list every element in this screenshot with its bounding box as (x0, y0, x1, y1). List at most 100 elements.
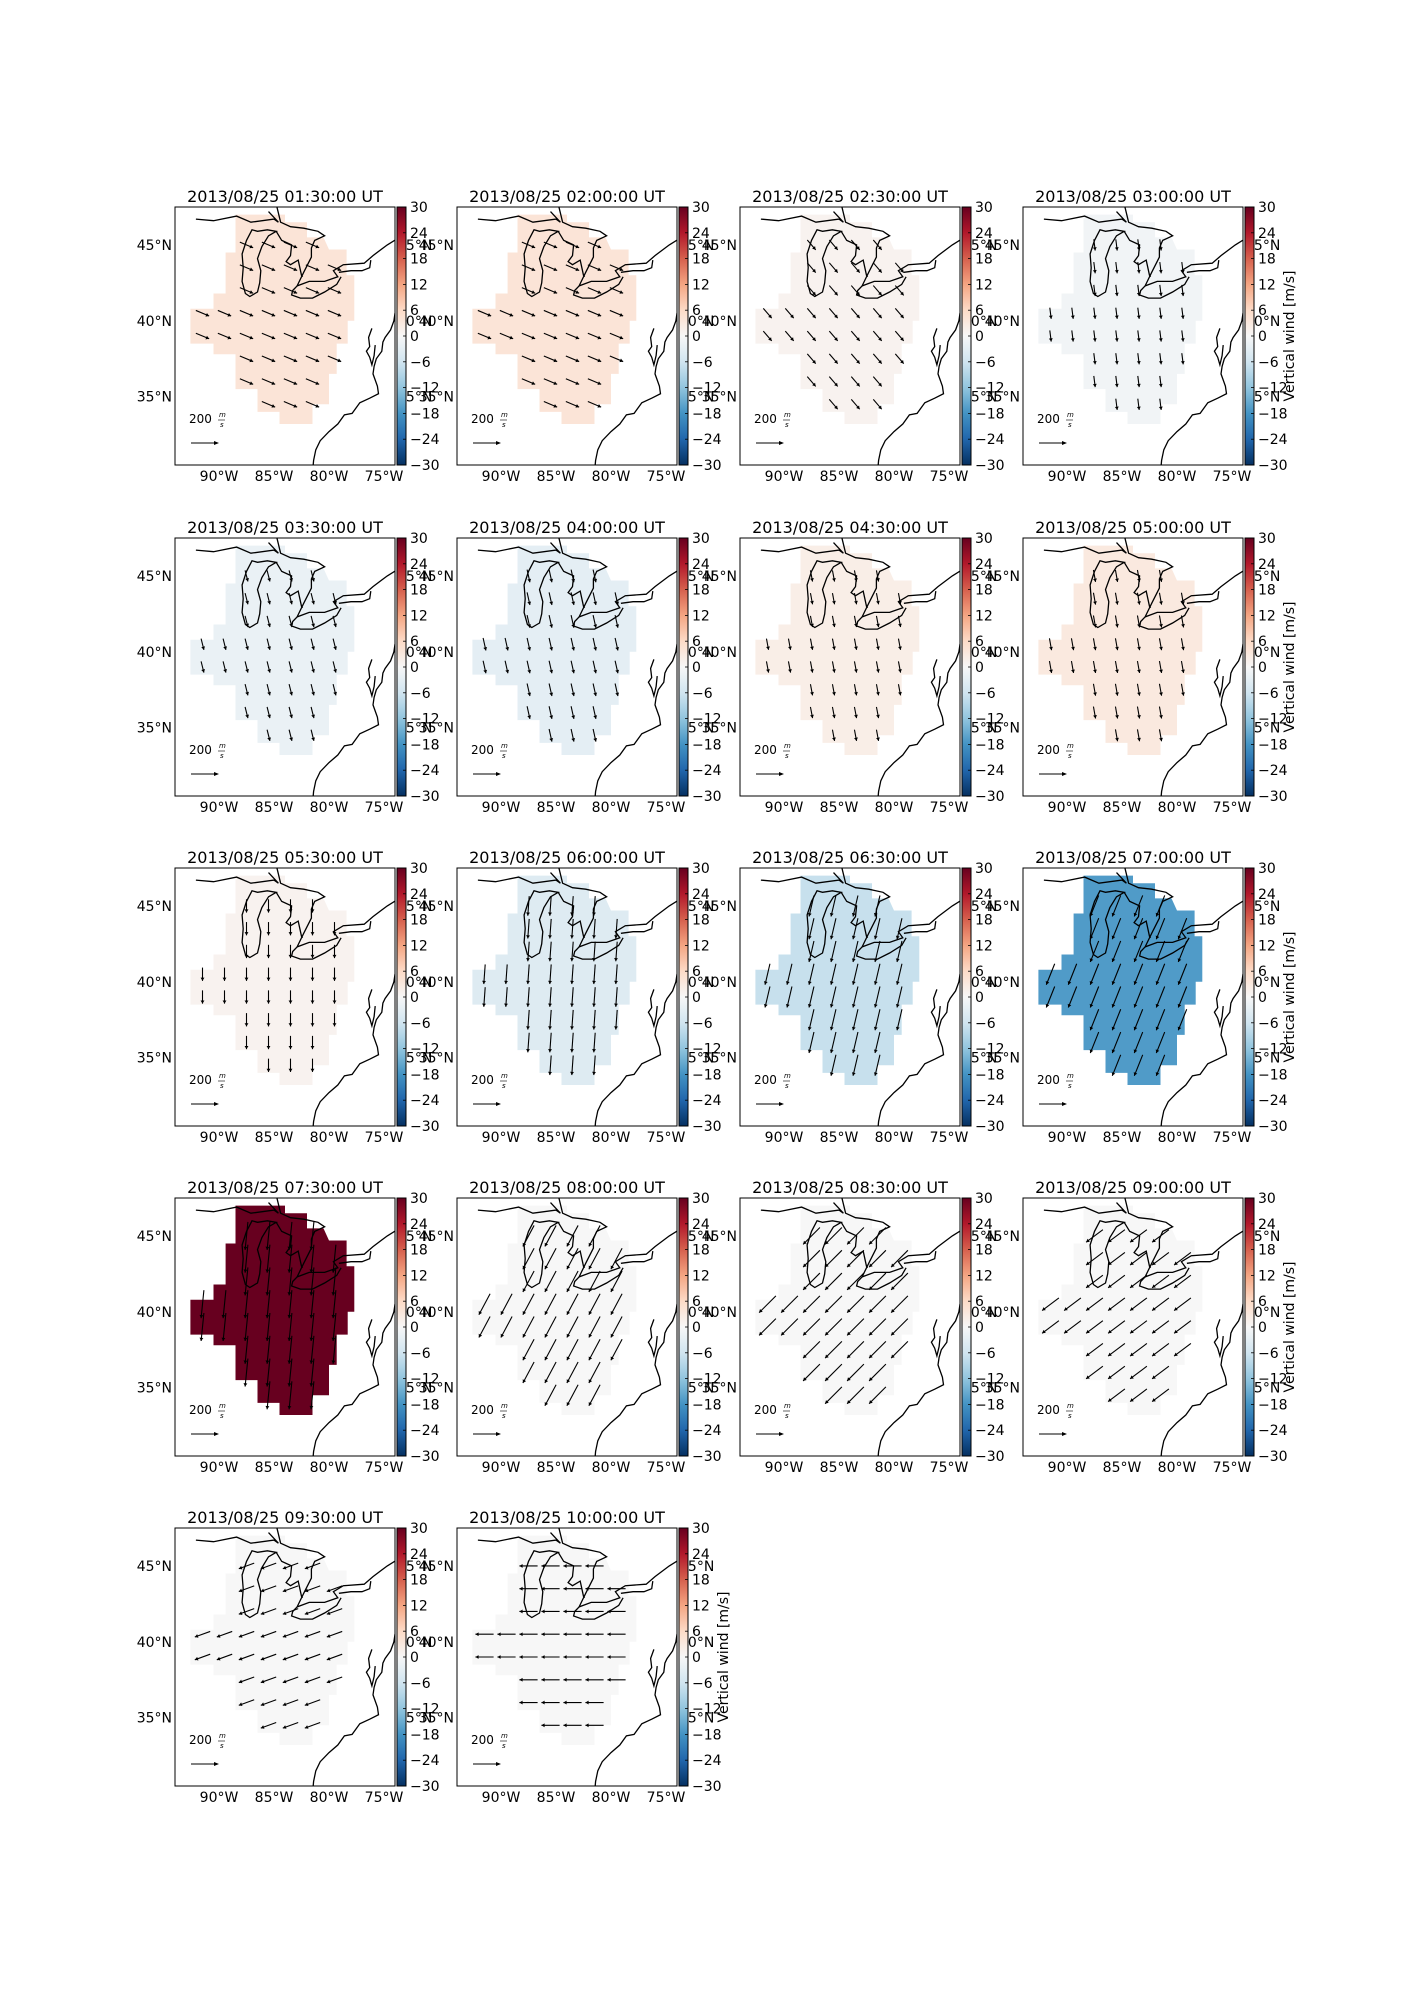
wind-arrowhead (891, 1331, 895, 1336)
coastline (1123, 561, 1152, 609)
colorbar-label: Vertical wind [m/s] (1282, 932, 1298, 1063)
coastline (275, 1551, 304, 1599)
x-tick-label: 75°W (365, 1460, 404, 1476)
wind-arrow (266, 1290, 271, 1319)
y-tick-label: 35°N (985, 1051, 1020, 1067)
wind-arrow (566, 1361, 579, 1384)
colorbar-tick-label: −30 (975, 458, 1005, 474)
wind-arrowhead (1115, 623, 1119, 628)
wind-arrowhead (763, 981, 768, 985)
wind-arrowhead (1108, 1238, 1112, 1243)
wind-arrowhead (759, 1309, 763, 1313)
wind-arrowhead (1133, 935, 1138, 940)
coastline (477, 211, 561, 223)
y-tick-label: 45°N (702, 569, 737, 585)
colorbar-tick-label: 24 (1258, 887, 1276, 903)
wind-arrow (1089, 1031, 1100, 1054)
colorbar-tick-label: 0 (692, 1650, 701, 1666)
wind-arrowhead (566, 1379, 571, 1384)
colorbar-tick-label: −18 (692, 1727, 722, 1743)
wind-arrowhead (260, 1634, 265, 1638)
wind-arrow (593, 987, 596, 1007)
wind-arrow (1177, 1009, 1188, 1031)
y-tick-label: 35°N (137, 1711, 172, 1727)
wind-arrowhead (869, 1263, 873, 1268)
wind-arrowhead (575, 313, 580, 317)
wind-arrowhead (1111, 912, 1116, 917)
wind-arrowhead (1152, 1284, 1156, 1288)
wind-arrowhead (1114, 315, 1119, 319)
colorbar-tick-label: 18 (692, 1243, 710, 1259)
wind-arrow (310, 1267, 315, 1296)
wind-arrowhead (1181, 692, 1185, 696)
wind-arrow (846, 1272, 865, 1291)
wind-arrowhead (519, 1609, 523, 1614)
wind-arrowhead (614, 957, 618, 962)
axes-frame (174, 537, 396, 797)
wind-arrowhead (332, 932, 337, 936)
wind-arrowhead (1137, 737, 1141, 742)
wind-arrowhead (876, 669, 880, 673)
colorbar-tick-label: −18 (975, 406, 1005, 422)
heatmap-region (755, 1205, 920, 1415)
wind-arrowhead (271, 290, 276, 294)
wind-arrowhead (619, 313, 624, 317)
wind-arrowhead (227, 313, 232, 317)
wind-arrowhead (1045, 981, 1050, 985)
wind-arrowhead (1180, 269, 1185, 274)
wind-arrow (244, 1267, 249, 1296)
colorbar-tick-label: 0 (410, 1650, 419, 1666)
scale-unit-den: s (1068, 1082, 1072, 1090)
colorbar-tick-label: 24 (975, 1217, 993, 1233)
wind-arrow (1155, 895, 1166, 917)
wind-arrow (588, 1270, 601, 1293)
wind-arrowhead (310, 1068, 315, 1072)
wind-arrowhead (1159, 737, 1163, 742)
wind-arrowhead (289, 646, 293, 650)
wind-arrow (890, 1249, 909, 1268)
colorbar-tick-label: −12 (1258, 1372, 1288, 1388)
wind-arrowhead (615, 669, 620, 674)
wind-arrowhead (825, 1263, 829, 1268)
y-tick-label: 40°N (419, 1635, 454, 1651)
wind-arrowhead (1136, 269, 1141, 274)
wind-arrowhead (238, 1565, 243, 1570)
colorbar-tick-label: −12 (692, 1702, 722, 1718)
wind-arrow (868, 1249, 887, 1268)
wind-arrowhead (549, 601, 554, 606)
colorbar-tick-label: −24 (975, 432, 1005, 448)
wind-arrow (758, 1295, 777, 1314)
wind-arrowhead (851, 1049, 856, 1054)
wind-arrowhead (1159, 669, 1163, 673)
wind-vectors (1041, 1229, 1192, 1403)
colorbar-tick-label: 24 (1258, 226, 1276, 242)
y-tick-label: 35°N (985, 390, 1020, 406)
heatmap-region (190, 875, 355, 1085)
wind-arrowhead (891, 1263, 895, 1268)
coastline (557, 230, 586, 278)
wind-arrowhead (1042, 1307, 1046, 1311)
wind-arrow (527, 964, 530, 985)
coastline (855, 937, 907, 960)
colorbar-tick-label: 24 (692, 887, 710, 903)
scale-label: 200 (189, 1073, 212, 1087)
wind-arrowhead (243, 1337, 248, 1341)
wind-arrow (588, 1293, 601, 1315)
wind-arrowhead (548, 1049, 552, 1053)
lake-michigan-outline (523, 1220, 561, 1289)
x-tick-label: 85°W (255, 469, 294, 485)
wind-arrowhead (1158, 315, 1163, 319)
wind-arrowhead (288, 932, 293, 936)
wind-arrowhead (527, 669, 532, 674)
x-tick-label: 85°W (1103, 800, 1142, 816)
coastline (1213, 1319, 1224, 1359)
wind-arrow (890, 1272, 909, 1291)
wind-arrowhead (505, 646, 510, 651)
lake-michigan-outline (806, 560, 844, 629)
colorbar-tick-label: 0 (975, 1320, 984, 1336)
wind-arrowhead (519, 1564, 523, 1568)
x-tick-label: 75°W (647, 800, 686, 816)
wind-arrowhead (593, 624, 598, 628)
wind-arrowhead (563, 1632, 567, 1637)
wind-arrowhead (287, 1269, 292, 1273)
